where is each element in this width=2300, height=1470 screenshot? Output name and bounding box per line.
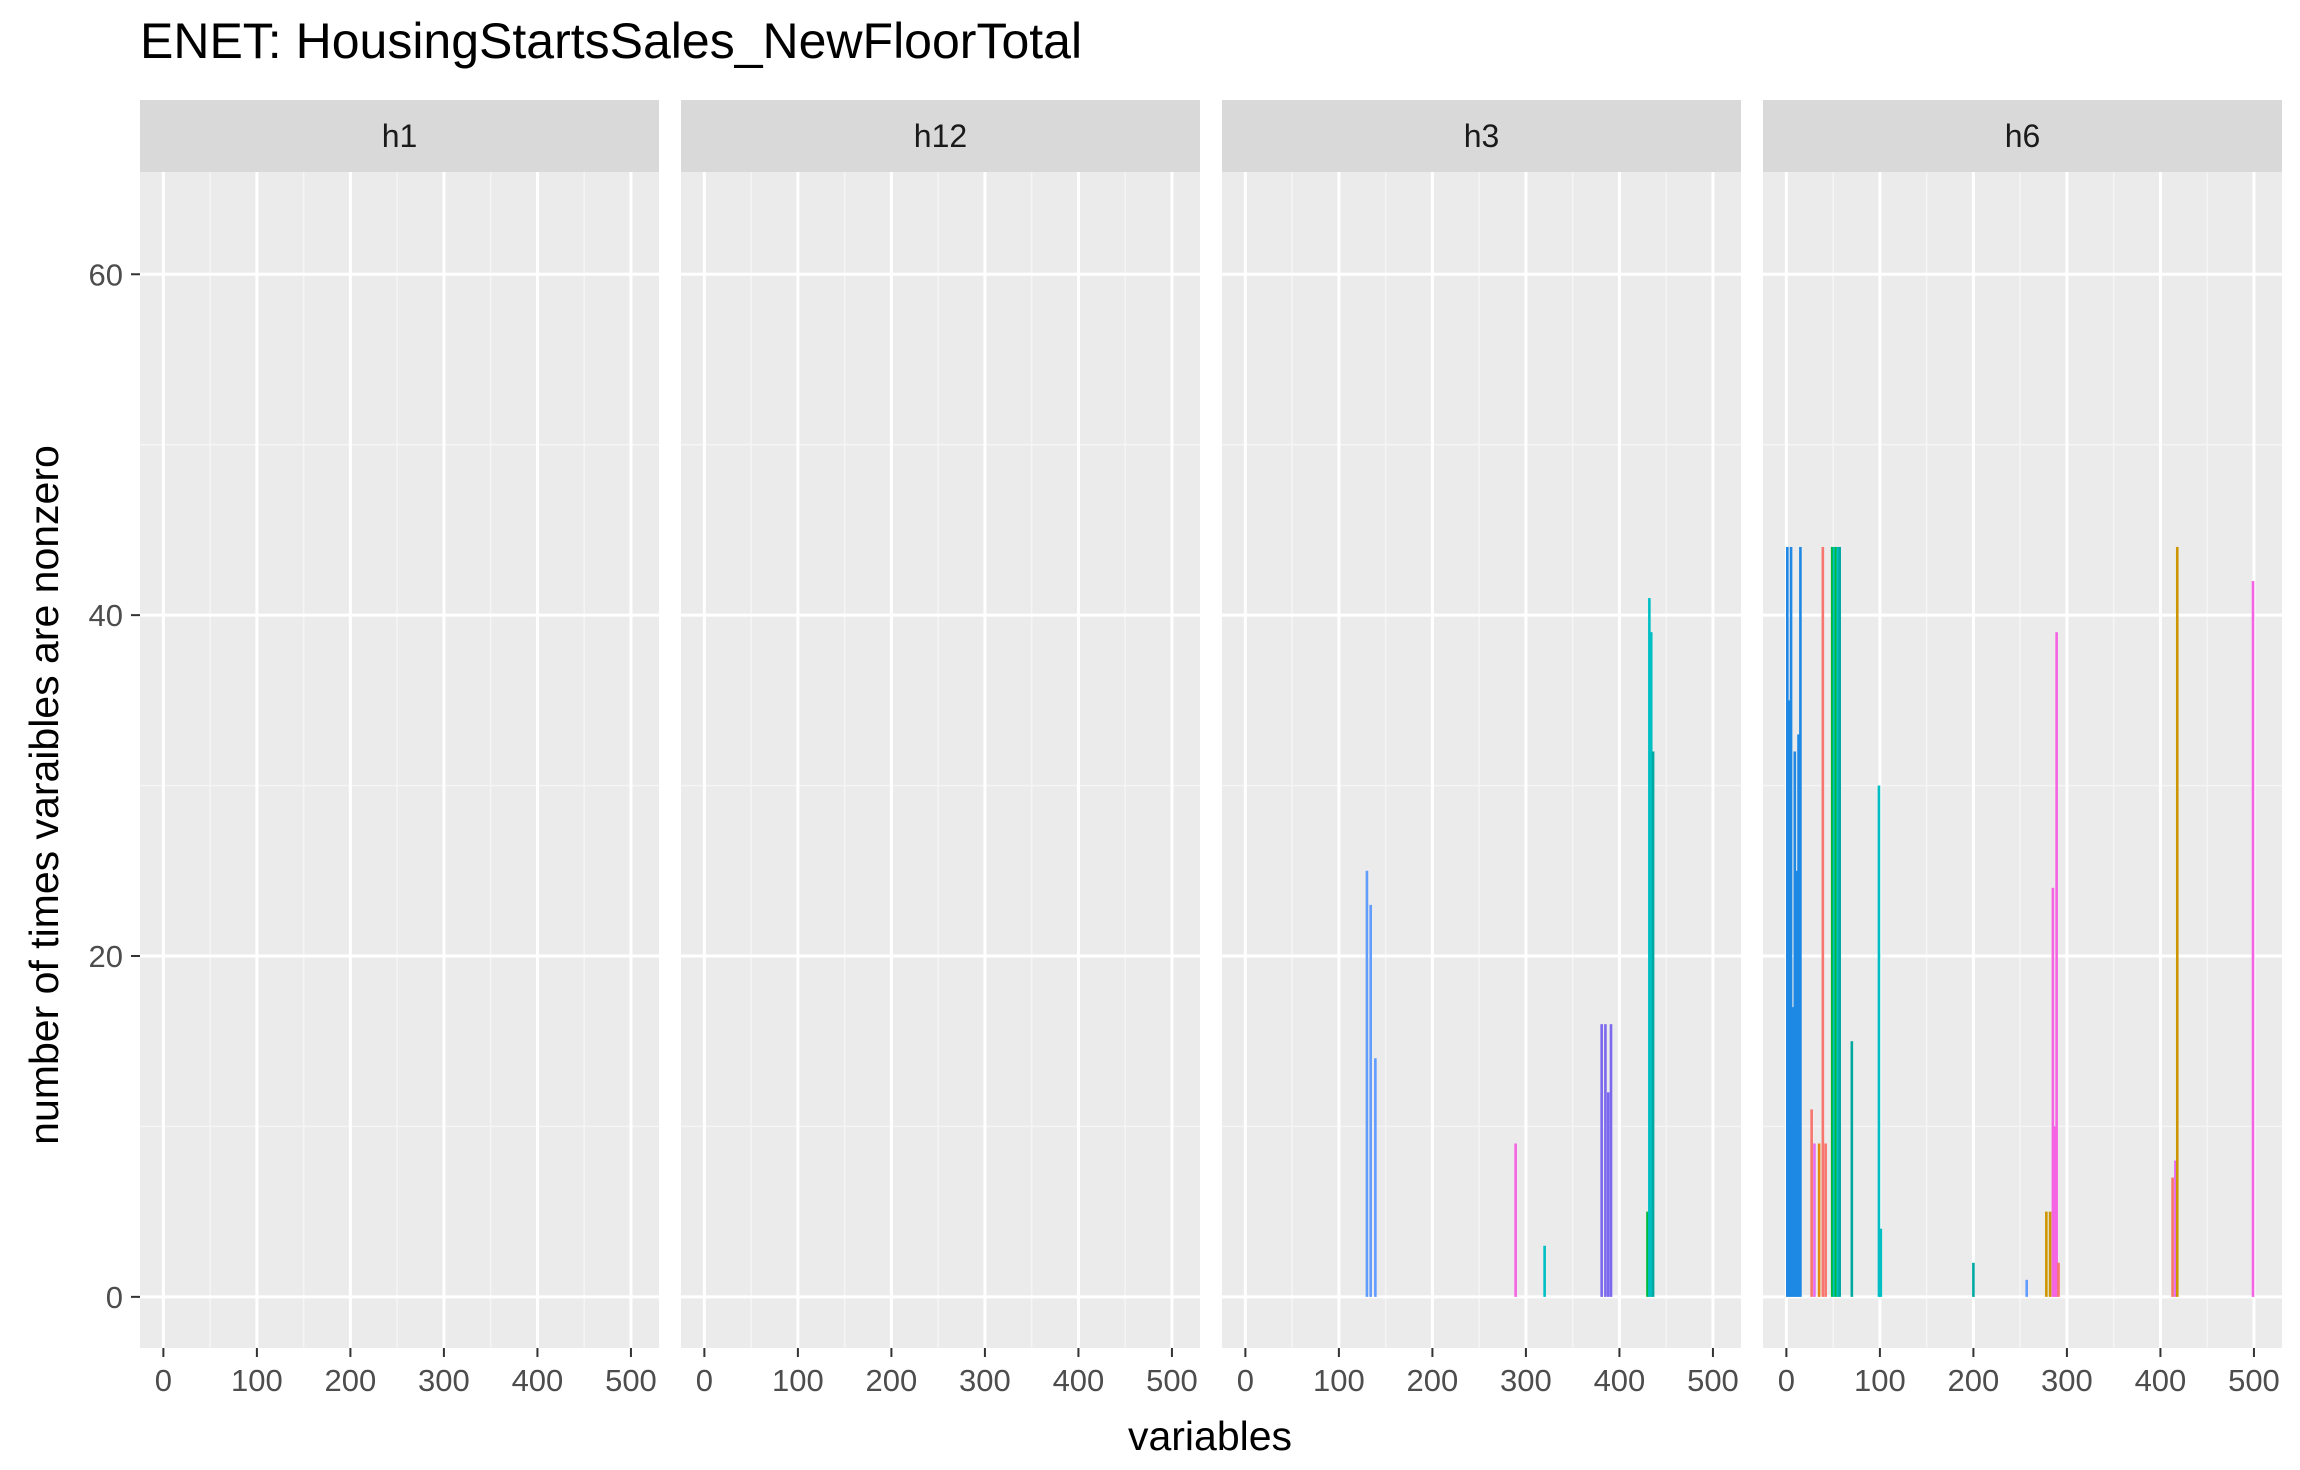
x-tick-label: 400: [512, 1363, 564, 1398]
x-tick-label: 300: [959, 1363, 1011, 1398]
bar: [2175, 546, 2179, 1297]
bar: [1600, 1024, 1603, 1297]
facet-strip: [1763, 100, 2282, 172]
plot-panel-background: [1763, 172, 2282, 1348]
y-tick-label: 20: [89, 939, 123, 974]
bar: [1813, 1143, 1816, 1297]
bar: [1850, 1041, 1854, 1297]
x-tick-label: 300: [1500, 1363, 1552, 1398]
bar: [1797, 734, 1800, 1297]
plot-panel-background: [140, 172, 659, 1348]
bar: [1799, 546, 1802, 1297]
x-tick-label: 0: [1237, 1363, 1254, 1398]
facet-strip-label: h12: [914, 118, 967, 154]
bar: [1646, 1211, 1649, 1297]
x-tick-label: 0: [696, 1363, 713, 1398]
bar: [1877, 785, 1881, 1297]
y-axis: 0 20 40 60: [89, 257, 140, 1315]
chart-title: ENET: HousingStartsSales_NewFloorTotal: [140, 13, 1082, 69]
bar: [1830, 546, 1834, 1297]
bar: [2048, 1211, 2052, 1297]
x-tick-label: 500: [605, 1363, 657, 1398]
x-tick-label: 200: [1948, 1363, 2000, 1398]
bar: [1795, 870, 1798, 1297]
x-tick-label: 200: [866, 1363, 918, 1398]
bar: [1824, 1143, 1827, 1297]
bar: [1606, 1092, 1610, 1297]
bar: [2251, 581, 2255, 1297]
x-tick-label: 400: [1594, 1363, 1646, 1398]
facet-panel-h3: h3 0 100 200 300 400 500: [1222, 100, 1741, 1398]
facet-panel-h12: h12 0 100 200 300 400 500: [681, 100, 1200, 1398]
facet-strip: [140, 100, 659, 172]
bar: [1793, 751, 1797, 1297]
x-tick-label: 300: [418, 1363, 470, 1398]
bar: [2045, 1211, 2048, 1297]
x-axis-title: variables: [1128, 1413, 1292, 1459]
bar: [1786, 546, 1789, 1297]
x-tick-label: 100: [1854, 1363, 1906, 1398]
y-tick-label: 0: [106, 1280, 123, 1315]
x-tick-label: 0: [1778, 1363, 1795, 1398]
bar: [1651, 751, 1655, 1297]
bar: [1543, 1245, 1546, 1297]
bar: [2174, 1160, 2177, 1297]
facet-strip: [681, 100, 1200, 172]
bar: [1810, 1109, 1813, 1297]
bar: [1789, 546, 1793, 1297]
x-tick-label: 0: [155, 1363, 172, 1398]
plot-panel-background: [681, 172, 1200, 1348]
facet-strip-label: h3: [1464, 118, 1500, 154]
x-tick-label: 300: [2041, 1363, 2093, 1398]
bar: [1365, 870, 1369, 1297]
x-tick-label: 500: [2228, 1363, 2280, 1398]
facet-strip: [1222, 100, 1741, 172]
bar: [1817, 1143, 1821, 1297]
bar: [1604, 1024, 1607, 1297]
x-tick-label: 100: [772, 1363, 824, 1398]
bar: [2057, 1262, 2060, 1297]
x-tick-label: 400: [1053, 1363, 1105, 1398]
facet-strip-label: h6: [2005, 118, 2041, 154]
bar: [2171, 1177, 2174, 1297]
bar: [2025, 1279, 2029, 1297]
bar: [1369, 904, 1372, 1297]
bar: [1838, 546, 1841, 1297]
bar: [1821, 546, 1825, 1297]
bar: [2051, 887, 2055, 1297]
bar: [2055, 632, 2058, 1297]
x-tick-label: 200: [1407, 1363, 1459, 1398]
bar: [1648, 598, 1651, 1297]
bar: [1374, 1058, 1377, 1297]
bar: [1834, 546, 1838, 1297]
y-tick-label: 40: [89, 598, 123, 633]
bar: [1787, 700, 1791, 1297]
facet-strip-label: h1: [382, 118, 418, 154]
bar: [1514, 1143, 1517, 1297]
x-tick-label: 200: [325, 1363, 377, 1398]
y-tick-label: 60: [89, 257, 123, 292]
facet-panel-h1: h1 0 100 200 300 400 500: [140, 100, 659, 1398]
bar: [1649, 632, 1653, 1297]
bar: [1879, 1228, 1883, 1297]
plot-panel-background: [1222, 172, 1741, 1348]
y-axis-title: number of times varaibles are nonzero: [21, 445, 67, 1145]
x-tick-label: 500: [1687, 1363, 1739, 1398]
x-tick-label: 400: [2135, 1363, 2187, 1398]
bar: [1836, 546, 1840, 1297]
x-tick-label: 100: [231, 1363, 283, 1398]
bar: [1972, 1262, 1975, 1297]
bar: [1832, 546, 1836, 1297]
facet-panel-h6: h6 0 100 200 300 400 500: [1763, 100, 2282, 1398]
bar: [1791, 1007, 1795, 1297]
bar: [2053, 1126, 2057, 1297]
bar: [1609, 1024, 1613, 1297]
x-tick-label: 500: [1146, 1363, 1198, 1398]
x-tick-label: 100: [1313, 1363, 1365, 1398]
